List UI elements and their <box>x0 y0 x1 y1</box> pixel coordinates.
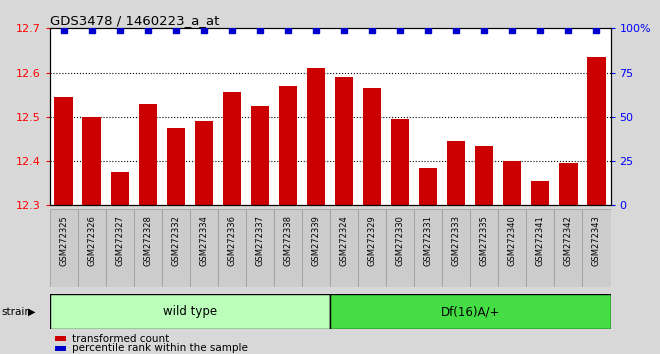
Text: transformed count: transformed count <box>72 333 169 344</box>
Text: strain: strain <box>1 307 31 316</box>
Bar <box>583 209 610 287</box>
Bar <box>251 106 269 205</box>
Text: GSM272337: GSM272337 <box>255 215 265 266</box>
Bar <box>195 121 213 205</box>
Bar <box>503 161 521 205</box>
Bar <box>442 209 470 287</box>
Bar <box>274 209 302 287</box>
Bar <box>554 209 582 287</box>
Text: GSM272326: GSM272326 <box>87 215 96 266</box>
Bar <box>139 103 157 205</box>
Bar <box>330 294 610 329</box>
Text: GSM272341: GSM272341 <box>536 215 545 266</box>
Bar <box>54 97 73 205</box>
Bar <box>307 68 325 205</box>
Bar <box>162 209 190 287</box>
Text: GSM272330: GSM272330 <box>395 215 405 266</box>
Bar <box>358 209 386 287</box>
Text: GSM272333: GSM272333 <box>451 215 461 266</box>
Text: Df(16)A/+: Df(16)A/+ <box>441 305 500 318</box>
Bar <box>527 209 554 287</box>
Bar <box>133 209 162 287</box>
Text: wild type: wild type <box>162 305 217 318</box>
Bar <box>55 336 66 341</box>
Text: GSM272329: GSM272329 <box>368 215 377 266</box>
Bar <box>330 209 358 287</box>
Bar <box>414 209 442 287</box>
Bar <box>363 88 381 205</box>
Bar <box>475 145 494 205</box>
Text: GSM272324: GSM272324 <box>339 215 348 266</box>
Bar <box>559 163 578 205</box>
Bar <box>82 117 101 205</box>
Text: percentile rank within the sample: percentile rank within the sample <box>72 343 248 353</box>
Bar <box>498 209 527 287</box>
Bar <box>222 92 241 205</box>
Bar <box>55 346 66 351</box>
Bar <box>386 209 414 287</box>
Bar <box>106 209 133 287</box>
Bar <box>50 294 330 329</box>
Bar <box>218 209 246 287</box>
Text: GSM272336: GSM272336 <box>227 215 236 266</box>
Text: GSM272334: GSM272334 <box>199 215 209 266</box>
Text: GSM272335: GSM272335 <box>480 215 489 266</box>
Text: GSM272328: GSM272328 <box>143 215 152 266</box>
Text: GSM272339: GSM272339 <box>312 215 321 266</box>
Bar <box>246 209 274 287</box>
Text: GSM272325: GSM272325 <box>59 215 68 266</box>
Bar <box>110 172 129 205</box>
Bar <box>166 128 185 205</box>
Bar <box>587 57 606 205</box>
Bar <box>447 141 465 205</box>
Bar <box>302 209 330 287</box>
Bar <box>279 86 297 205</box>
Text: GSM272327: GSM272327 <box>115 215 124 266</box>
Text: GSM272342: GSM272342 <box>564 215 573 266</box>
Bar <box>531 181 550 205</box>
Text: GDS3478 / 1460223_a_at: GDS3478 / 1460223_a_at <box>50 14 219 27</box>
Bar <box>78 209 106 287</box>
Text: GSM272331: GSM272331 <box>424 215 433 266</box>
Bar <box>470 209 498 287</box>
Text: ▶: ▶ <box>28 307 35 316</box>
Bar <box>419 168 438 205</box>
Text: GSM272340: GSM272340 <box>508 215 517 266</box>
Text: GSM272343: GSM272343 <box>592 215 601 266</box>
Bar <box>50 209 78 287</box>
Bar <box>391 119 409 205</box>
Text: GSM272338: GSM272338 <box>283 215 292 266</box>
Bar <box>190 209 218 287</box>
Bar <box>335 77 353 205</box>
Text: GSM272332: GSM272332 <box>171 215 180 266</box>
